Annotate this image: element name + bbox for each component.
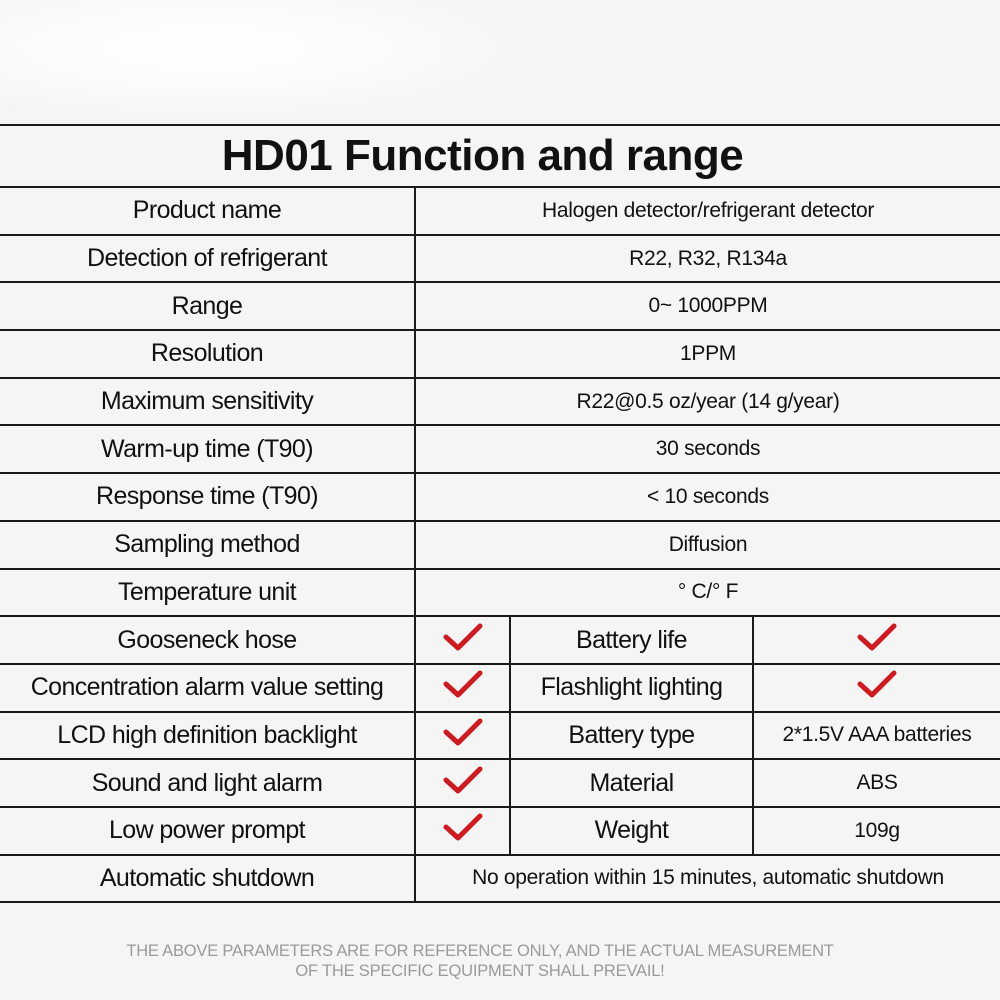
feature-label: LCD high definition backlight — [0, 710, 415, 761]
check-icon — [443, 623, 482, 651]
row-label: Response time (T90) — [0, 472, 415, 522]
feature-check-cell — [414, 805, 510, 856]
row-label: Maximum sensitivity — [0, 376, 415, 427]
spec-table: Product name Halogen detector/refrigeran… — [0, 186, 1000, 904]
table-row: Automatic shutdown No operation within 1… — [0, 853, 1000, 904]
check-icon — [443, 718, 482, 746]
feature-value: ABS — [751, 758, 1000, 808]
row-value: R22, R32, R134a — [413, 233, 1000, 284]
row-value: R22@0.5 oz/year (14 g/year) — [413, 376, 1000, 427]
feature-check-cell — [414, 758, 510, 808]
row-value: 1PPM — [413, 329, 1000, 379]
feature-row: Sound and light alarm Material ABS — [0, 758, 1000, 808]
feature-label: Material — [509, 758, 753, 808]
feature-label: Battery life — [509, 615, 753, 665]
row-label: Product name — [0, 186, 415, 236]
check-icon — [857, 623, 897, 651]
row-label: Detection of refrigerant — [0, 233, 415, 284]
feature-value: 109g — [751, 805, 1000, 856]
feature-label: Concentration alarm value setting — [0, 662, 415, 713]
feature-check-cell — [414, 662, 510, 713]
table-row: Sampling method Diffusion — [0, 519, 1000, 570]
check-icon — [443, 670, 482, 698]
top-rule — [0, 124, 1000, 126]
feature-label: Gooseneck hose — [0, 615, 415, 665]
table-row: Detection of refrigerant R22, R32, R134a — [0, 233, 1000, 284]
feature-label: Sound and light alarm — [0, 758, 415, 808]
check-icon — [443, 766, 482, 794]
table-row: Warm-up time (T90) 30 seconds — [0, 424, 1000, 475]
feature-label: Flashlight lighting — [509, 662, 753, 713]
feature-check-cell — [414, 615, 510, 665]
check-icon — [443, 813, 482, 841]
page-title: HD01 Function and range — [221, 131, 744, 180]
row-value: 30 seconds — [413, 424, 1000, 475]
disclaimer: THE ABOVE PARAMETERS ARE FOR REFERENCE O… — [0, 941, 960, 981]
row-label: Temperature unit — [0, 567, 415, 618]
table-row: Range 0~ 1000PPM — [0, 281, 1000, 332]
feature-check-cell — [414, 710, 510, 761]
table-row: Response time (T90) < 10 seconds — [0, 472, 1000, 522]
feature-row: Concentration alarm value setting Flashl… — [0, 662, 1000, 713]
row-value: Diffusion — [413, 519, 1000, 570]
feature-label: Battery type — [509, 710, 753, 761]
row-label: Resolution — [0, 329, 415, 379]
disclaimer-line: OF THE SPECIFIC EQUIPMENT SHALL PREVAIL! — [295, 962, 665, 980]
feature-value: 2*1.5V AAA batteries — [751, 710, 1000, 761]
feature-label: Low power prompt — [0, 805, 415, 856]
feature-row: LCD high definition backlight Battery ty… — [0, 710, 1000, 761]
row-label: Range — [0, 281, 415, 332]
row-label: Sampling method — [0, 519, 415, 570]
row-label: Warm-up time (T90) — [0, 424, 415, 475]
check-icon — [857, 670, 897, 698]
feature-row: Low power prompt Weight 109g — [0, 805, 1000, 856]
row-value: 0~ 1000PPM — [413, 281, 1000, 332]
row-value: ° C/° F — [413, 567, 1000, 618]
feature-check-cell — [751, 615, 1000, 665]
disclaimer-line: THE ABOVE PARAMETERS ARE FOR REFERENCE O… — [126, 942, 834, 960]
feature-check-cell — [751, 662, 1000, 713]
row-value: No operation within 15 minutes, automati… — [413, 853, 1000, 904]
table-row: Temperature unit ° C/° F — [0, 567, 1000, 618]
feature-label: Weight — [509, 805, 753, 856]
table-row: Maximum sensitivity R22@0.5 oz/year (14 … — [0, 376, 1000, 427]
row-value: < 10 seconds — [413, 472, 1000, 522]
background-glare — [0, 0, 520, 120]
table-row: Resolution 1PPM — [0, 329, 1000, 379]
row-label: Automatic shutdown — [0, 853, 415, 904]
table-row: Product name Halogen detector/refrigeran… — [0, 186, 1000, 236]
row-value: Halogen detector/refrigerant detector — [413, 186, 1000, 236]
feature-row: Gooseneck hose Battery life — [0, 615, 1000, 665]
